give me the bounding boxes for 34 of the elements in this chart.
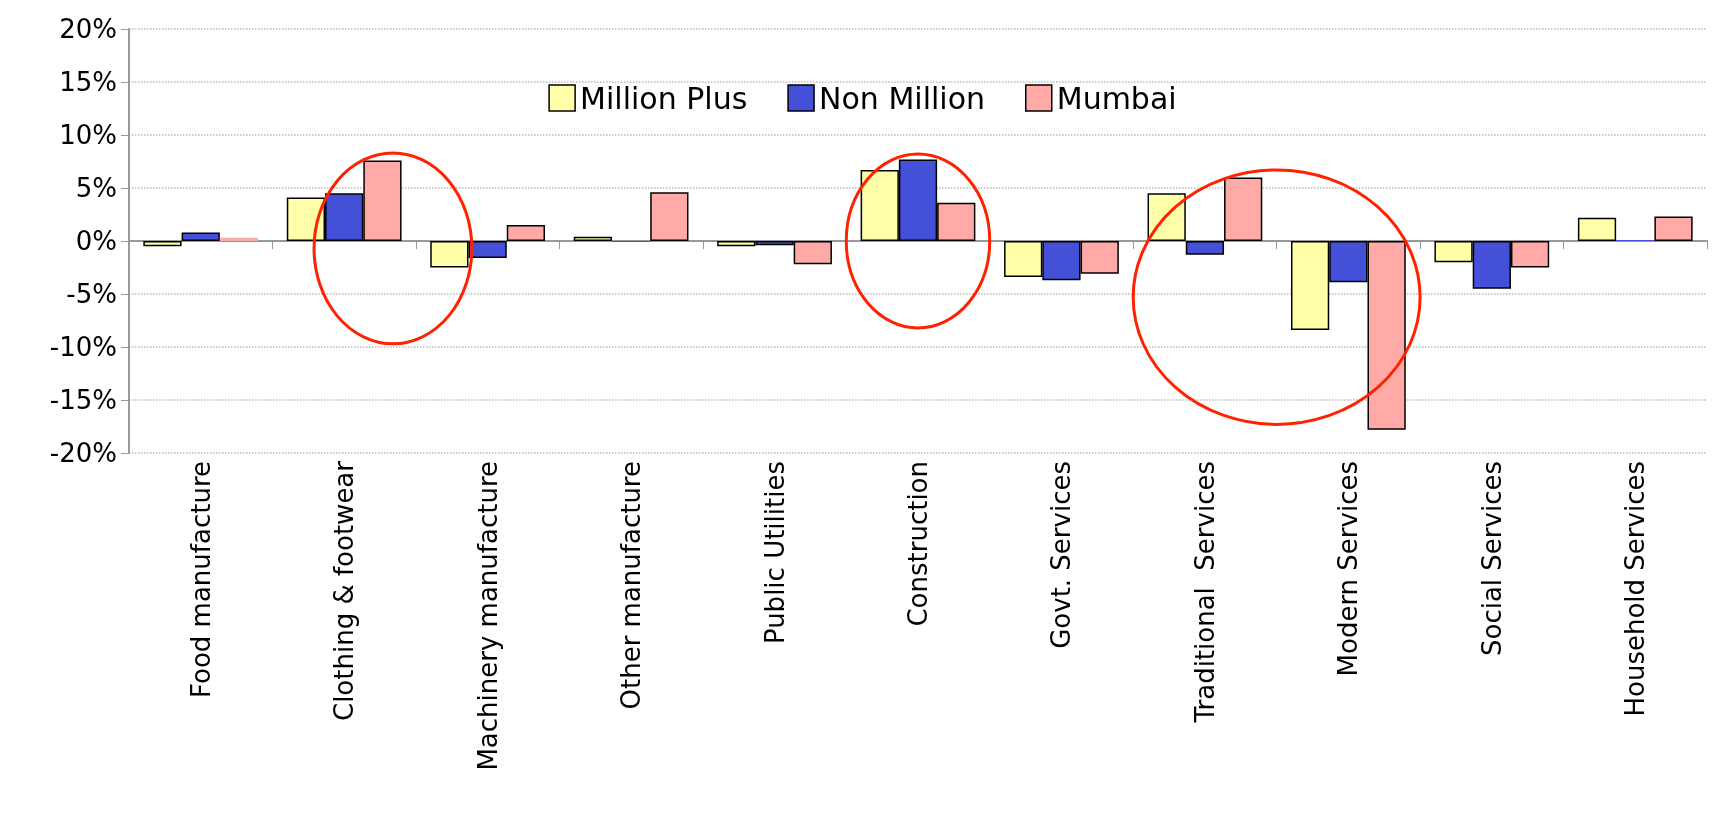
x-tick-label: Other manufacture — [616, 461, 647, 710]
x-tick-label: Govt. Services — [1046, 461, 1077, 649]
x-tick-label: Food manufacture — [185, 461, 216, 698]
bar — [506, 225, 546, 241]
y-tick-label: 20% — [59, 14, 117, 44]
y-tick-label: 15% — [59, 67, 117, 97]
bar — [1577, 217, 1617, 241]
x-tick-label: Household Services — [1620, 461, 1651, 717]
x-tick-label: Public Utilities — [759, 461, 790, 645]
y-tick-label: 5% — [75, 173, 117, 203]
x-tick-label: Machinery manufacture — [472, 461, 503, 771]
x-tick-label: Modern Services — [1333, 461, 1364, 677]
x-tick-label: Traditional Services — [1189, 461, 1220, 724]
x-tick-label: Social Services — [1476, 461, 1507, 656]
bar — [1185, 241, 1225, 255]
bar — [1654, 216, 1693, 241]
bar — [219, 237, 259, 241]
legend-label: Mumbai — [1056, 80, 1177, 116]
legend-label: Million Plus — [580, 80, 748, 116]
x-tick-label: Clothing & footwear — [329, 460, 360, 722]
bar — [573, 236, 612, 241]
bar — [1224, 177, 1263, 241]
y-tick-label: 10% — [59, 120, 117, 150]
y-tick-label: 0% — [75, 226, 117, 256]
y-tick-label: -10% — [49, 332, 117, 362]
legend-label: Non Million — [819, 80, 985, 116]
bar — [650, 192, 689, 241]
x-tick-label: Construction — [903, 461, 933, 627]
y-tick-label: -20% — [49, 438, 117, 468]
y-tick-label: -5% — [66, 279, 117, 309]
bar — [181, 232, 220, 241]
y-tick-label: -15% — [49, 385, 117, 415]
bar — [1147, 193, 1186, 241]
bar — [143, 241, 182, 247]
